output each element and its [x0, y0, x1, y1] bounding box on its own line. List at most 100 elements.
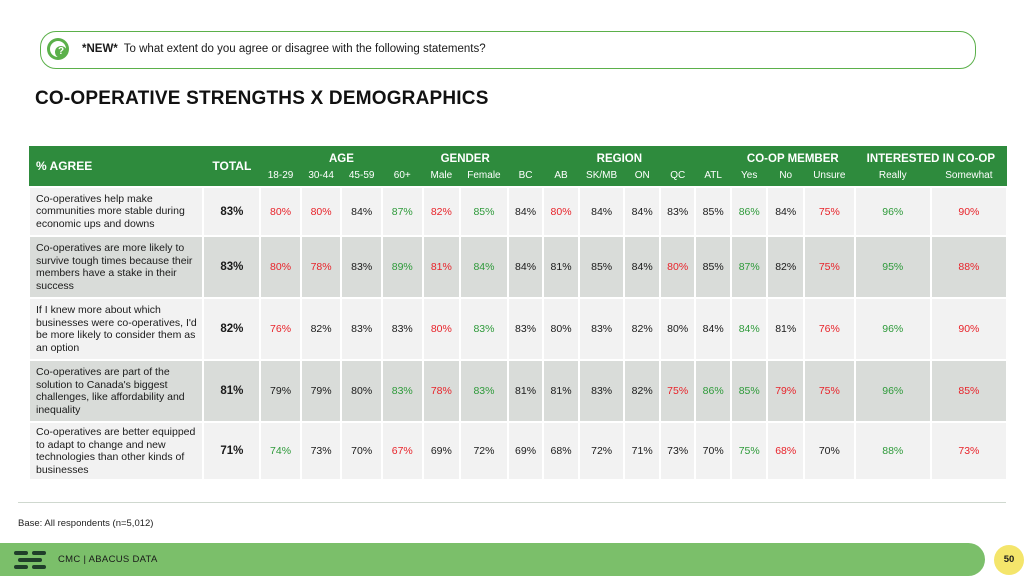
table-body: Co-operatives help make communities more…: [27, 186, 1009, 481]
value-cell: 82%: [623, 359, 661, 423]
question-text: *NEW* To what extent do you agree or disa…: [82, 43, 486, 55]
value-cell: 89%: [380, 235, 424, 299]
total-cell: 71%: [202, 421, 262, 481]
table-row: Co-operatives are part of the solution t…: [27, 359, 1009, 423]
value-cell: 71%: [623, 421, 661, 481]
value-cell: 87%: [380, 186, 424, 237]
value-cell: 88%: [853, 421, 932, 481]
subheader-somewhat: Somewhat: [930, 165, 1007, 187]
value-cell: 80%: [658, 235, 697, 299]
value-cell: 96%: [853, 186, 932, 237]
value-cell: 85%: [729, 359, 769, 423]
value-cell: 69%: [421, 421, 462, 481]
agree-header: % AGREE: [29, 146, 204, 187]
footer-text: CMC | ABACUS DATA: [58, 554, 158, 565]
value-cell: 82%: [623, 297, 661, 361]
value-cell: 84%: [766, 186, 805, 237]
value-cell: 78%: [421, 359, 462, 423]
statement-cell: Co-operatives are part of the solution t…: [27, 359, 205, 423]
value-cell: 84%: [340, 186, 383, 237]
value-cell: 90%: [929, 186, 1009, 237]
subheader-row: 18-29 30-44 45-59 60+ Male Female BC AB SK/MB ON Q…: [29, 165, 1007, 187]
value-cell: 81%: [506, 359, 545, 423]
table-row: Co-operatives are more likely to survive…: [27, 235, 1009, 299]
value-cell: 85%: [929, 359, 1009, 423]
subheader-qc: QC: [659, 165, 696, 187]
value-cell: 79%: [299, 359, 343, 423]
value-cell: 70%: [694, 421, 732, 481]
value-cell: 75%: [802, 359, 856, 423]
question-label: To what extent do you agree or disagree …: [123, 43, 486, 55]
value-cell: 72%: [577, 421, 626, 481]
question-bar: [40, 31, 976, 69]
value-cell: 85%: [577, 235, 626, 299]
value-cell: 80%: [658, 297, 697, 361]
value-cell: 79%: [259, 359, 302, 423]
value-cell: 85%: [694, 186, 732, 237]
value-cell: 84%: [623, 235, 661, 299]
new-tag: *NEW*: [82, 43, 118, 55]
value-cell: 84%: [506, 235, 545, 299]
value-cell: 90%: [929, 297, 1009, 361]
statement-cell: Co-operatives are more likely to survive…: [27, 235, 205, 299]
total-cell: 81%: [202, 359, 262, 423]
value-cell: 79%: [766, 359, 805, 423]
value-cell: 74%: [259, 421, 302, 481]
value-cell: 83%: [577, 359, 626, 423]
value-cell: 76%: [259, 297, 302, 361]
subheader-ab: AB: [543, 165, 579, 187]
table-row: If I knew more about which businesses we…: [27, 297, 1009, 361]
value-cell: 87%: [729, 235, 769, 299]
value-cell: 84%: [506, 186, 545, 237]
subheader-18-29: 18-29: [260, 165, 301, 187]
value-cell: 76%: [802, 297, 856, 361]
value-cell: 67%: [380, 421, 424, 481]
group-header-region: REGION: [507, 146, 731, 165]
value-cell: 80%: [542, 186, 580, 237]
value-cell: 83%: [658, 186, 697, 237]
value-cell: 84%: [694, 297, 732, 361]
value-cell: 83%: [340, 297, 383, 361]
value-cell: 82%: [299, 297, 343, 361]
value-cell: 78%: [299, 235, 343, 299]
question-icon: ?: [47, 38, 69, 60]
table-row: Co-operatives are better equipped to ada…: [27, 421, 1009, 481]
value-cell: 83%: [340, 235, 383, 299]
value-cell: 70%: [802, 421, 856, 481]
value-cell: 83%: [459, 359, 509, 423]
table-row: Co-operatives help make communities more…: [27, 186, 1009, 237]
value-cell: 81%: [421, 235, 462, 299]
value-cell: 83%: [506, 297, 545, 361]
page-title: CO-OPERATIVE STRENGTHS X DEMOGRAPHICS: [35, 88, 489, 109]
subheader-30-44: 30-44: [300, 165, 342, 187]
subheader-bc: BC: [507, 165, 544, 187]
value-cell: 80%: [421, 297, 462, 361]
demographics-table: % AGREE TOTAL AGE GENDER REGION CO-OP ME…: [27, 146, 1009, 481]
value-cell: 81%: [766, 297, 805, 361]
value-cell: 70%: [340, 421, 383, 481]
value-cell: 85%: [459, 186, 509, 237]
statement-cell: If I knew more about which businesses we…: [27, 297, 205, 361]
value-cell: 83%: [459, 297, 509, 361]
value-cell: 68%: [542, 421, 580, 481]
subheader-on: ON: [624, 165, 660, 187]
value-cell: 84%: [577, 186, 626, 237]
group-header-age: AGE: [260, 146, 423, 165]
subheader-no: No: [767, 165, 804, 187]
value-cell: 82%: [766, 235, 805, 299]
value-cell: 83%: [380, 297, 424, 361]
value-cell: 80%: [340, 359, 383, 423]
value-cell: 88%: [929, 235, 1009, 299]
group-header-interested: INTERESTED IN CO-OP: [854, 146, 1007, 165]
subheader-atl: ATL: [695, 165, 731, 187]
value-cell: 81%: [542, 359, 580, 423]
value-cell: 84%: [459, 235, 509, 299]
logo-icon: [14, 550, 46, 570]
value-cell: 83%: [577, 297, 626, 361]
value-cell: 73%: [929, 421, 1009, 481]
base-note: Base: All respondents (n=5,012): [18, 518, 154, 529]
value-cell: 84%: [623, 186, 661, 237]
value-cell: 73%: [658, 421, 697, 481]
subheader-female: Female: [460, 165, 508, 187]
value-cell: 80%: [259, 235, 302, 299]
